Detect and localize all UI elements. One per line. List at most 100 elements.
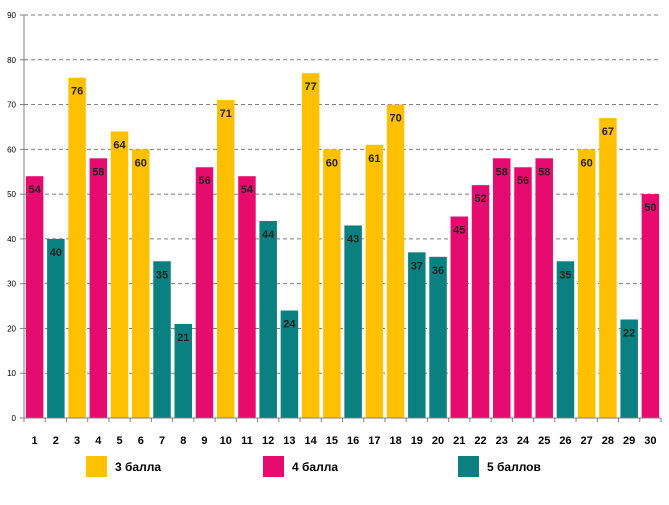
- bar: [110, 131, 129, 418]
- data-label: 76: [71, 86, 83, 98]
- x-tick-label: 7: [159, 435, 165, 447]
- x-tick-label: 18: [389, 435, 401, 447]
- data-label: 37: [411, 260, 423, 272]
- bar: [89, 158, 108, 419]
- bar: [386, 104, 405, 419]
- data-label: 70: [389, 113, 401, 125]
- bar: [599, 117, 617, 418]
- bar: [429, 256, 447, 418]
- legend-label-3-balla: 3 балла: [115, 460, 161, 474]
- x-tick-label: 6: [138, 435, 144, 447]
- data-label: 58: [496, 166, 508, 178]
- y-tick-label: 20: [7, 324, 16, 333]
- data-labels: 54 40 76 58 64 60 35 21 56 71 54 44 24 77 60 43 61 70 37 36…: [28, 81, 656, 344]
- x-tick-label: 20: [432, 435, 444, 447]
- x-tick-label: 9: [201, 435, 207, 447]
- bar: [641, 194, 660, 418]
- data-label: 21: [177, 332, 189, 344]
- legend: 3 балла 4 балла 5 баллов: [86, 456, 541, 477]
- data-label: 61: [368, 153, 380, 165]
- data-label: 45: [453, 225, 465, 237]
- legend-swatch-5-ballov: [458, 456, 479, 477]
- data-label: 60: [326, 157, 338, 169]
- data-label: 60: [135, 157, 147, 169]
- bar: [25, 176, 44, 418]
- bar: [471, 185, 490, 418]
- bar: [280, 310, 299, 418]
- x-tick-label: 4: [95, 435, 102, 447]
- bar: [153, 261, 171, 418]
- bar: [323, 149, 341, 419]
- x-tick-label: 25: [538, 435, 550, 447]
- x-tick-label: 21: [453, 435, 465, 447]
- y-tick-label: 10: [7, 369, 16, 378]
- legend-label-5-ballov: 5 баллов: [487, 460, 541, 474]
- legend-swatch-4-balla: [263, 456, 284, 477]
- data-label: 44: [262, 229, 275, 241]
- bar: [68, 77, 86, 418]
- y-tick-label: 60: [7, 145, 16, 154]
- data-label: 71: [220, 108, 232, 120]
- bars: [25, 73, 660, 419]
- bar: [344, 225, 362, 418]
- y-tick-label: 50: [7, 190, 16, 199]
- data-label: 24: [283, 319, 296, 331]
- x-tick-label: 11: [241, 435, 253, 447]
- x-tick-label: 10: [220, 435, 232, 447]
- legend-swatch-3-balla: [86, 456, 107, 477]
- data-label: 58: [538, 166, 550, 178]
- y-tick-label: 80: [7, 56, 16, 65]
- bar: [174, 323, 192, 418]
- data-label: 40: [50, 247, 62, 259]
- x-tick-label: 12: [262, 435, 274, 447]
- bar: [216, 100, 235, 419]
- data-label: 54: [28, 184, 41, 196]
- x-tick-label: 8: [180, 435, 186, 447]
- x-tick-label: 15: [326, 435, 338, 447]
- x-tick-label: 26: [559, 435, 571, 447]
- data-label: 58: [92, 166, 104, 178]
- bar: [259, 220, 277, 418]
- bar: [195, 167, 214, 418]
- x-tick-label: 17: [368, 435, 380, 447]
- data-label: 56: [198, 175, 210, 187]
- bar: [301, 73, 320, 418]
- data-label: 35: [156, 269, 168, 281]
- data-label: 52: [474, 193, 486, 205]
- x-tick-label: 14: [305, 435, 318, 447]
- grid-lines: [24, 14, 661, 374]
- bar: [408, 252, 426, 418]
- data-label: 35: [559, 269, 571, 281]
- bar: [556, 261, 575, 418]
- y-axis: 0 10 20 30 40 50 60 70 80 90: [7, 11, 25, 423]
- x-tick-label: 23: [496, 435, 508, 447]
- x-tick-label: 1: [32, 435, 38, 447]
- data-label: 43: [347, 233, 359, 245]
- x-tick-label: 28: [602, 435, 614, 447]
- bar: [365, 144, 384, 418]
- data-label: 36: [432, 265, 444, 277]
- x-tick-label: 16: [347, 435, 359, 447]
- data-label: 54: [241, 184, 254, 196]
- y-tick-label: 70: [7, 101, 16, 110]
- data-label: 56: [517, 175, 529, 187]
- y-tick-label: 0: [12, 414, 17, 423]
- x-tick-label: 19: [411, 435, 423, 447]
- legend-label-4-balla: 4 балла: [292, 460, 338, 474]
- x-tick-label: 22: [474, 435, 486, 447]
- bar: [493, 158, 511, 419]
- x-tick-label: 3: [74, 435, 80, 447]
- y-tick-label: 90: [7, 11, 16, 20]
- x-tick-label: 5: [116, 435, 122, 447]
- bar: [514, 167, 532, 418]
- bar: [620, 319, 638, 418]
- x-tick-label: 27: [581, 435, 593, 447]
- x-axis: 1 2 3 4 5 6 7 8 9 10 11 12 13 14 15 16 17 18 19 20 21 22 23 24 2…: [23, 417, 662, 447]
- data-label: 77: [305, 81, 317, 93]
- y-tick-label: 40: [7, 235, 16, 244]
- x-tick-label: 24: [517, 435, 530, 447]
- bar: [132, 149, 150, 419]
- x-tick-label: 29: [623, 435, 635, 447]
- data-label: 22: [623, 327, 635, 339]
